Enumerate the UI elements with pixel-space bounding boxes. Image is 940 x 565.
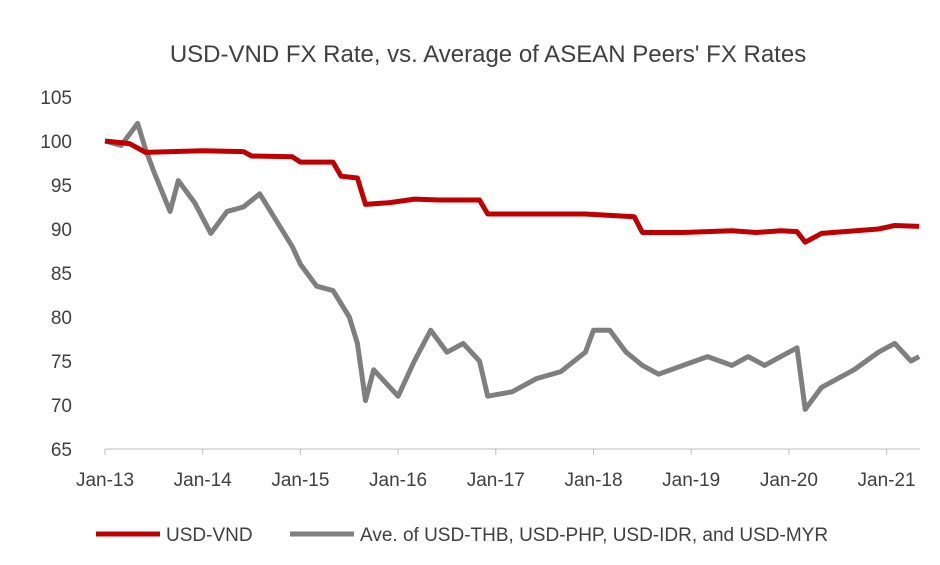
y-tick-label: 80 bbox=[51, 308, 72, 329]
y-tick-label: 90 bbox=[51, 220, 72, 241]
x-tick-label: Jan-19 bbox=[662, 470, 720, 491]
y-tick-label: 85 bbox=[51, 264, 72, 285]
y-tick-label: 95 bbox=[51, 176, 72, 197]
x-tick-label: Jan-18 bbox=[564, 470, 622, 491]
x-tick-label: Jan-20 bbox=[760, 470, 818, 491]
series-lines bbox=[104, 120, 921, 412]
legend-label-asean-average: Ave. of USD-THB, USD-PHP, USD-IDR, and U… bbox=[360, 525, 828, 546]
series-line-usd-vnd bbox=[104, 138, 920, 245]
x-tick-label: Jan-15 bbox=[271, 470, 329, 491]
x-tick-label: Jan-13 bbox=[76, 470, 134, 491]
legend-label-usd-vnd: USD-VND bbox=[166, 525, 253, 546]
y-tick-label: 105 bbox=[40, 88, 72, 109]
y-tick-label: 75 bbox=[51, 352, 72, 373]
x-axis: Jan-13 Jan-14 Jan-15 Jan-16 Jan-17 Jan-18 Jan-… bbox=[76, 449, 916, 491]
x-tick-label: Jan-14 bbox=[174, 470, 233, 491]
chart-title: USD-VND FX Rate, vs. Average of ASEAN Pe… bbox=[170, 41, 806, 68]
series-line-asean-average bbox=[104, 120, 921, 412]
x-tick-label: Jan-16 bbox=[369, 470, 427, 491]
x-tick-label: Jan-21 bbox=[858, 470, 916, 491]
legend: USD-VND Ave. of USD-THB, USD-PHP, USD-ID… bbox=[96, 525, 828, 546]
y-tick-label: 70 bbox=[51, 396, 72, 417]
y-axis: 65 70 75 80 85 90 95 100 105 bbox=[40, 88, 72, 461]
y-tick-label: 65 bbox=[51, 440, 72, 461]
x-tick-label: Jan-17 bbox=[467, 470, 525, 491]
y-tick-label: 100 bbox=[40, 132, 72, 153]
